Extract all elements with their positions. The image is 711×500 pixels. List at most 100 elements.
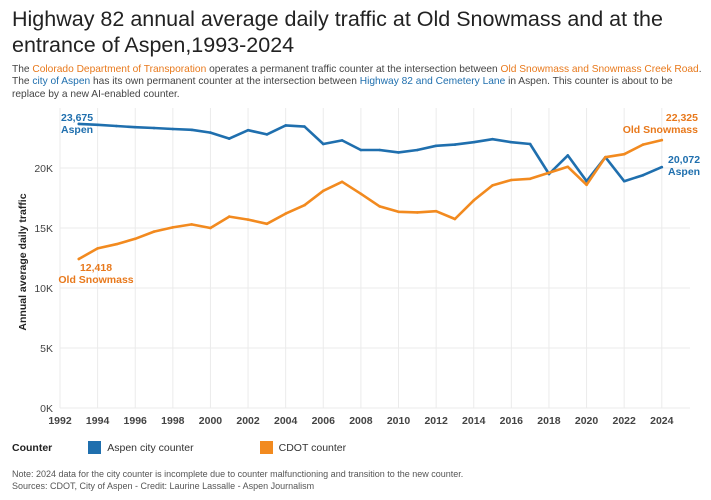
cdot-data-point (547, 171, 551, 175)
x-tick-label: 2016 (500, 415, 524, 427)
cdot-data-point (453, 217, 457, 221)
line-chart: 0K 5K 10K 15K 20K 1992 1994 1996 1998 2000 2002 20… (17, 108, 700, 427)
legend-swatch-cdot (259, 441, 273, 454)
aspen-data-point (340, 139, 344, 142)
aspen-data-point (77, 122, 81, 126)
aspen-data-point (528, 142, 532, 146)
x-tick-label: 2002 (236, 415, 260, 427)
x-tick-label: 2024 (650, 415, 674, 427)
aspen-data-point (133, 125, 137, 129)
cdot-data-point (566, 165, 570, 169)
aspen-data-point (209, 131, 212, 134)
cdot-data-point (472, 199, 476, 202)
x-axis-ticks: 1992 1994 1996 1998 2000 2002 2004 2006 2008 2010… (48, 415, 673, 427)
aspen-data-point (416, 148, 419, 152)
footnotes: Note: 2024 data for the city counter is … (12, 469, 463, 492)
chart-subtitle: The Colorado Department of Transporation… (12, 64, 704, 101)
x-tick-label: 2000 (199, 415, 223, 427)
cdot-data-point (359, 192, 363, 196)
snowmass-link[interactable]: Old Snowmass and Snowmass Creek Road (500, 64, 699, 75)
aspen-data-point (265, 133, 269, 136)
aspen-data-point (359, 148, 363, 152)
aspen-data-point (434, 144, 438, 148)
cdot-data-point (321, 189, 325, 193)
aspen-data-point (397, 151, 400, 154)
aspen-data-point (566, 154, 570, 157)
cdot-start-label: Old Snowmass (58, 274, 133, 286)
annotations: 23,675 Aspen 20,072 Aspen 12,418 Old Sno… (58, 112, 700, 286)
y-tick-label: 15K (34, 223, 53, 235)
cdot-data-point (77, 257, 81, 261)
aspen-data-point (378, 148, 382, 152)
x-tick-label: 2010 (387, 415, 411, 427)
aspen-data-point (472, 140, 476, 144)
cdot-data-point (510, 178, 513, 182)
aspen-end-label: Aspen (668, 166, 700, 178)
x-tick-label: 1996 (124, 415, 148, 427)
cdot-data-point (265, 222, 269, 226)
subtitle-text-5: in Aspen. This counter is about to be re… (12, 76, 673, 100)
cdot-data-point (622, 152, 626, 156)
cdot-data-point (209, 226, 212, 230)
cdot-data-point (171, 226, 175, 229)
x-tick-label: 2018 (537, 415, 561, 427)
y-axis-label: Annual average daily traffic (17, 193, 29, 330)
cdot-data-point (397, 210, 400, 214)
aspen-data-point (227, 137, 231, 140)
cdot-data-point (434, 209, 438, 213)
aspen-link[interactable]: city of Aspen (32, 76, 91, 88)
x-tick-label: 2014 (462, 415, 486, 427)
x-tick-label: 1998 (161, 415, 185, 427)
cdot-data-point (96, 247, 99, 250)
legend-swatch-aspen (88, 441, 102, 454)
subtitle-text-3: . The (12, 64, 702, 88)
aspen-data-point (171, 127, 175, 131)
series-lines (77, 122, 664, 261)
cdot-data-point (303, 203, 306, 207)
subtitle-text-4: has its own permanent counter at the int… (90, 76, 360, 88)
cdot-data-point (284, 212, 287, 215)
cdot-data-point (585, 183, 588, 187)
cdot-start-value: 12,418 (80, 262, 112, 274)
aspen-data-point (96, 123, 99, 127)
aspen-data-point (660, 165, 664, 169)
aspen-data-point (321, 142, 325, 146)
y-tick-label: 20K (34, 163, 53, 175)
x-tick-label: 2012 (424, 415, 448, 427)
y-tick-label: 0K (40, 403, 53, 415)
aspen-series-line (77, 122, 664, 183)
gridlines (59, 108, 690, 409)
cdot-data-point (660, 138, 664, 142)
aspen-data-point (510, 140, 513, 144)
aspen-data-point (190, 128, 193, 132)
cdot-data-point (246, 218, 250, 221)
x-tick-label: 2004 (274, 415, 298, 427)
legend-item-cdot[interactable]: CDOT counter (259, 441, 347, 454)
y-tick-label: 10K (34, 283, 53, 295)
cdot-data-point (416, 211, 419, 214)
cdot-data-point (152, 230, 156, 233)
legend-item-aspen[interactable]: Aspen city counter (88, 441, 194, 454)
cdot-data-point (340, 180, 344, 184)
aspen-start-label: Aspen (61, 124, 93, 136)
cdot-data-point (528, 177, 532, 181)
aspen-data-point (641, 173, 645, 177)
cdot-data-point (491, 184, 494, 187)
x-tick-label: 1994 (86, 415, 110, 427)
legend-label-cdot: CDOT counter (278, 441, 347, 454)
legend-label-aspen: Aspen city counter (107, 441, 194, 454)
aspen-data-point (246, 128, 250, 132)
cdot-link[interactable]: Colorado Department of Transporation (32, 64, 207, 75)
cdot-data-point (604, 155, 607, 159)
cdot-data-point (641, 143, 645, 146)
x-tick-label: 2022 (612, 415, 636, 427)
highway-link[interactable]: Highway 82 and Cemetery Lane (359, 76, 506, 88)
legend: Counter Aspen city counter CDOT counter (12, 441, 412, 454)
y-tick-label: 5K (40, 343, 53, 355)
subtitle-text-2: operates a permanent traffic counter at … (206, 64, 501, 75)
note-line: Note: 2024 data for the city counter is … (12, 469, 464, 479)
x-tick-label: 2020 (575, 415, 599, 427)
x-tick-label: 1992 (48, 415, 72, 427)
aspen-end-value: 20,072 (668, 154, 700, 166)
x-tick-label: 2008 (349, 415, 373, 427)
